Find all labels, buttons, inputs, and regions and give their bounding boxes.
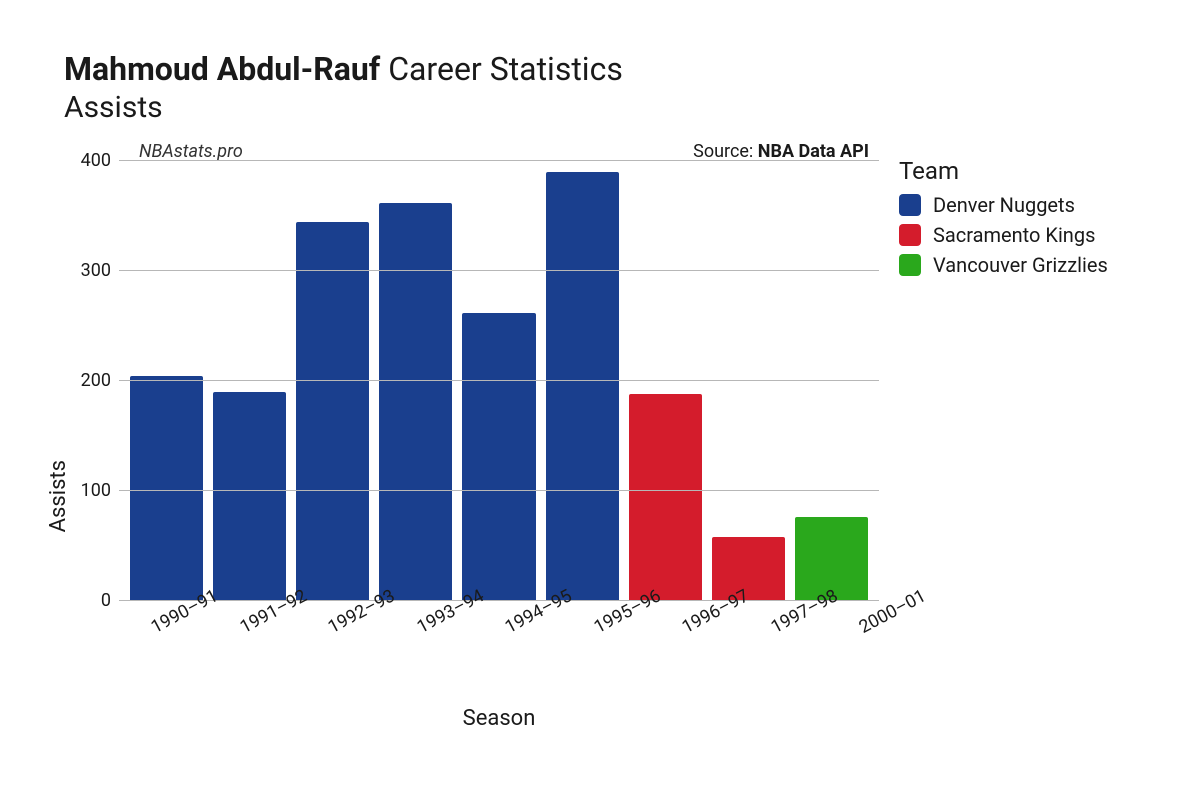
legend-swatch bbox=[899, 224, 921, 246]
x-axis-ticks: 1990–911991–921992–931993–941994–951995–… bbox=[119, 611, 879, 650]
source-citation: Source: NBA Data API bbox=[693, 141, 869, 162]
bar bbox=[546, 172, 619, 601]
gridline bbox=[119, 160, 879, 161]
legend-title: Team bbox=[899, 157, 1108, 185]
bar bbox=[213, 392, 286, 601]
legend-label: Denver Nuggets bbox=[933, 193, 1075, 217]
legend-swatch bbox=[899, 254, 921, 276]
source-name: NBA Data API bbox=[758, 141, 869, 162]
title-player: Mahmoud Abdul-Rauf bbox=[64, 50, 380, 88]
legend-item: Denver Nuggets bbox=[899, 193, 1108, 217]
legend-label: Sacramento Kings bbox=[933, 223, 1095, 247]
bar bbox=[379, 203, 452, 601]
bar bbox=[296, 222, 369, 602]
bar-slot bbox=[707, 161, 790, 601]
x-axis-label: Season bbox=[119, 706, 879, 731]
gridline bbox=[119, 490, 879, 491]
chart-row: Assists 4003002001000 NBAstats.pro Sourc… bbox=[40, 141, 1160, 731]
bar-slot bbox=[624, 161, 707, 601]
gridline bbox=[119, 380, 879, 381]
y-axis-ticks: 4003002001000 bbox=[71, 161, 111, 601]
plot-area: NBAstats.pro Source: NBA Data API bbox=[119, 161, 879, 601]
legend-item: Vancouver Grizzlies bbox=[899, 253, 1108, 277]
legend-label: Vancouver Grizzlies bbox=[933, 253, 1108, 277]
legend: Team Denver Nuggets Sacramento Kings Vanco… bbox=[899, 157, 1108, 283]
chart-subtitle: Assists bbox=[64, 90, 1160, 125]
bar bbox=[130, 376, 203, 602]
bar-slot bbox=[790, 161, 873, 601]
legend-items: Denver Nuggets Sacramento Kings Vancouver … bbox=[899, 193, 1108, 277]
watermark-text: NBAstats.pro bbox=[139, 141, 243, 162]
bar-slot bbox=[125, 161, 208, 601]
bar-slot bbox=[457, 161, 540, 601]
bar-slot bbox=[374, 161, 457, 601]
bar-slot bbox=[291, 161, 374, 601]
bar bbox=[462, 313, 535, 601]
chart-container: Mahmoud Abdul-Rauf Career Statistics Ass… bbox=[0, 0, 1200, 800]
y-axis-label: Assists bbox=[40, 340, 71, 532]
source-prefix: Source: bbox=[693, 141, 758, 162]
legend-item: Sacramento Kings bbox=[899, 223, 1108, 247]
bar bbox=[629, 394, 702, 601]
bar-slot bbox=[541, 161, 624, 601]
gridline bbox=[119, 270, 879, 271]
legend-swatch bbox=[899, 194, 921, 216]
bar-slot bbox=[208, 161, 291, 601]
page-title: Mahmoud Abdul-Rauf Career Statistics bbox=[64, 50, 1160, 88]
bars-group bbox=[119, 161, 879, 601]
plot-wrap: NBAstats.pro Source: NBA Data API 1990–9… bbox=[119, 141, 879, 731]
title-suffix: Career Statistics bbox=[380, 50, 623, 88]
